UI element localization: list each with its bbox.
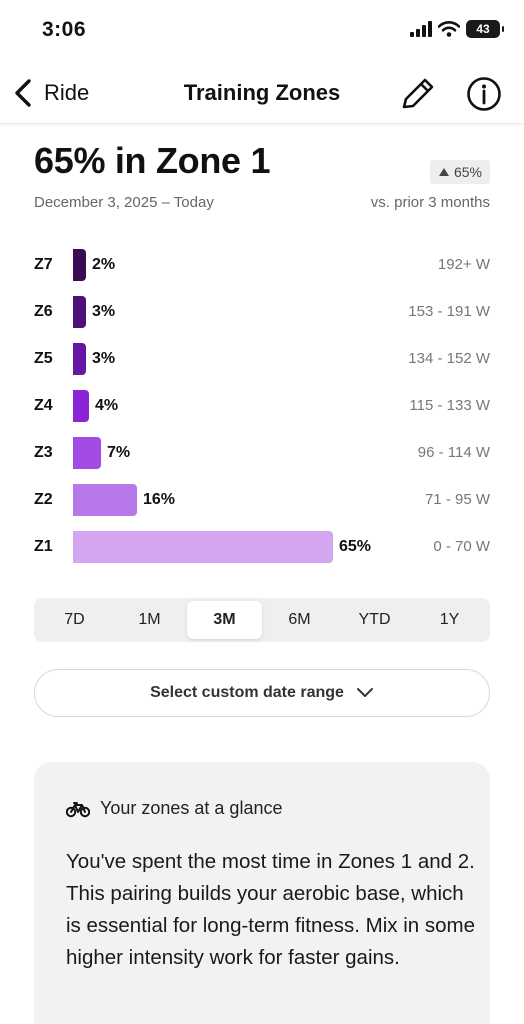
nav-header: Ride Training Zones (0, 62, 524, 124)
zone-power-range: 115 - 133 W (409, 397, 490, 414)
info-button[interactable] (466, 76, 502, 112)
zone-power-range: 192+ W (437, 256, 490, 273)
zone-label: Z6 (34, 303, 53, 320)
zone-row-z5: Z5 3% 134 - 152 W (0, 342, 524, 376)
glance-header: Your zones at a glance (66, 798, 282, 819)
zone-row-z6: Z6 3% 153 - 191 W (0, 295, 524, 329)
glance-body: You've spent the most time in Zones 1 an… (66, 850, 475, 969)
zone-bar (73, 390, 89, 422)
period-7d[interactable]: 7D (64, 611, 85, 628)
back-button[interactable]: Ride (12, 76, 89, 110)
change-value: 65% (453, 164, 483, 180)
zone-power-range: 153 - 191 W (408, 303, 490, 320)
chevron-left-icon (15, 79, 31, 107)
zone-label: Z4 (34, 397, 53, 414)
wifi-icon (438, 21, 460, 37)
zone-power-range: 96 - 114 W (417, 444, 490, 461)
zone-bar (73, 531, 333, 563)
chevron-down-icon (356, 688, 373, 697)
zone-label: Z2 (34, 491, 53, 508)
zone-power-range: 71 - 95 W (424, 491, 490, 508)
zone-power-range: 134 - 152 W (408, 350, 490, 367)
zone-percent: 2% (92, 256, 116, 273)
date-range: December 3, 2025 – Today (34, 194, 214, 211)
period-3m[interactable]: 3M (187, 601, 262, 639)
period-6m[interactable]: 6M (288, 611, 311, 628)
zone-percent: 65% (339, 538, 372, 555)
comparison-text: vs. prior 3 months (370, 194, 490, 211)
zone-label: Z3 (34, 444, 53, 461)
zone-row-z3: Z3 7% 96 - 114 W (0, 436, 524, 470)
battery-indicator: 43 (466, 20, 504, 38)
glance-card: Your zones at a glance You've spent the … (34, 762, 490, 1024)
zone-percent: 7% (107, 444, 131, 461)
page-title: Training Zones (183, 80, 341, 105)
zone-row-z2: Z2 16% 71 - 95 W (0, 483, 524, 517)
info-icon (467, 77, 501, 111)
status-time: 3:06 (42, 18, 87, 41)
glance-title: Your zones at a glance (100, 798, 283, 818)
edit-button[interactable] (398, 76, 438, 112)
period-selector: 7D 1M 3M 6M YTD 1Y (34, 598, 490, 642)
back-label: Ride (44, 80, 90, 105)
status-icons: 43 (410, 20, 504, 38)
zone-percent: 16% (143, 491, 176, 508)
zone-percent: 4% (95, 397, 119, 414)
zone-bar (73, 249, 86, 281)
zone-row-z1: Z1 65% 0 - 70 W (0, 530, 524, 564)
period-ytd[interactable]: YTD (358, 611, 391, 628)
status-bar: 3:06 43 (0, 0, 524, 60)
pencil-icon (402, 78, 434, 109)
zone-bar (73, 296, 86, 328)
zone-bar (73, 343, 86, 375)
cellular-signal-icon (410, 21, 432, 37)
period-1y[interactable]: 1Y (439, 611, 460, 628)
change-badge: 65% (430, 160, 490, 184)
bicycle-icon (66, 801, 90, 817)
zone-power-range: 0 - 70 W (433, 538, 490, 555)
period-1m[interactable]: 1M (138, 611, 161, 628)
zone-headline: 65% in Zone 1 (34, 140, 271, 181)
custom-date-range-button[interactable]: Select custom date range (34, 669, 490, 717)
custom-date-range-label: Select custom date range (150, 684, 344, 701)
zone-bar (73, 484, 137, 516)
zone-percent: 3% (92, 350, 116, 367)
triangle-up-icon (438, 168, 449, 176)
zone-row-z4: Z4 4% 115 - 133 W (0, 389, 524, 423)
zone-label: Z1 (34, 538, 53, 555)
zone-percent: 3% (92, 303, 116, 320)
zone-label: Z5 (34, 350, 53, 367)
zone-bar (73, 437, 101, 469)
zone-label: Z7 (34, 256, 53, 273)
zone-row-z7: Z7 2% 192+ W (0, 248, 524, 282)
